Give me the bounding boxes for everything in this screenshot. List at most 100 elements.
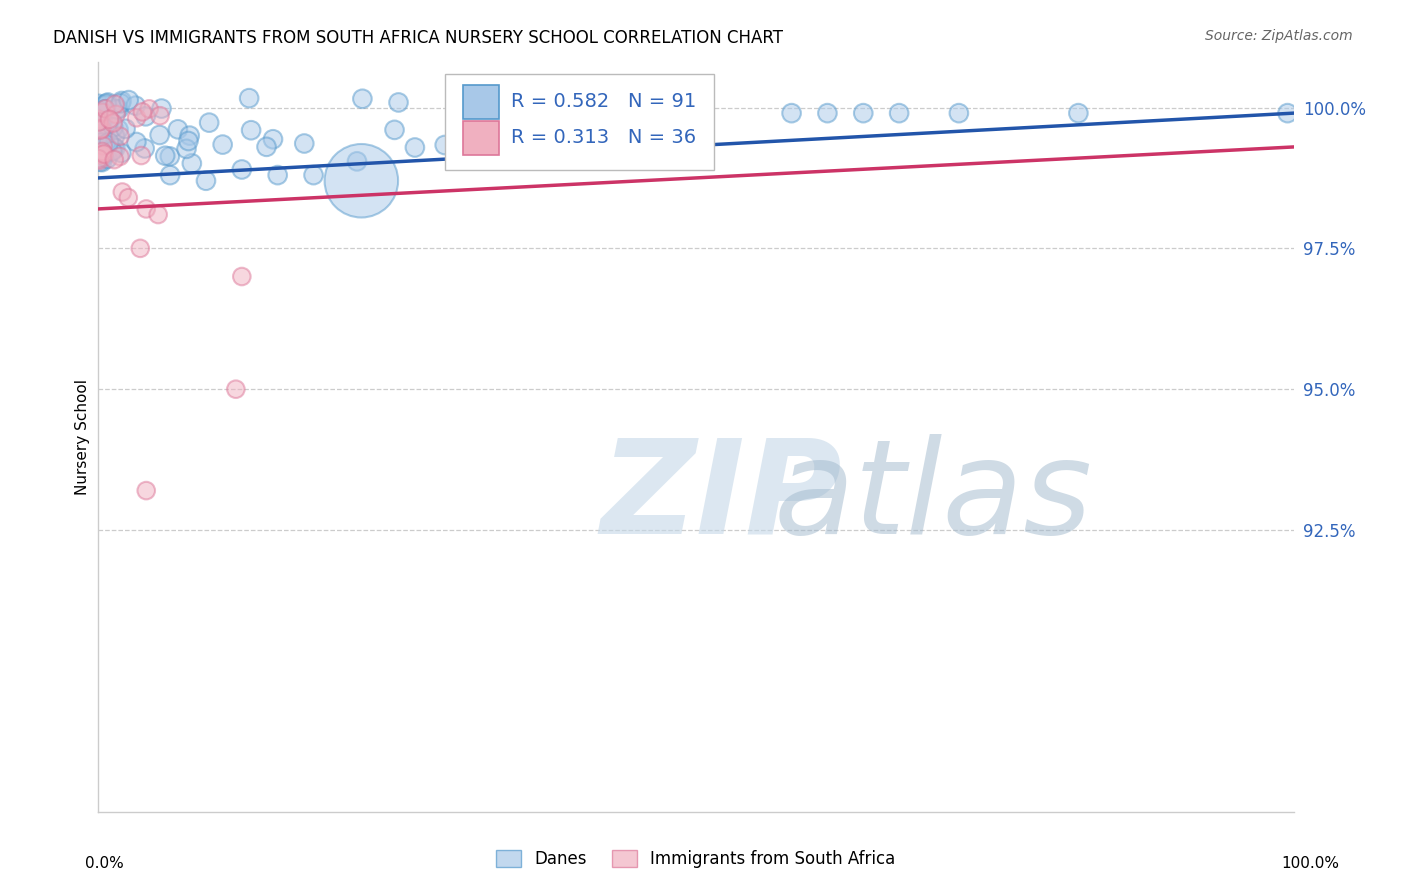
Point	[150, 102, 173, 116]
Point	[889, 106, 911, 120]
Point	[104, 129, 127, 144]
Point	[90, 147, 112, 161]
Point	[104, 97, 127, 112]
Point	[107, 122, 129, 136]
Point	[177, 134, 200, 148]
Point	[180, 156, 202, 170]
Point	[91, 138, 114, 153]
Point	[93, 135, 115, 149]
Text: ZIP: ZIP	[600, 434, 842, 560]
Point	[1277, 106, 1299, 120]
Point	[256, 140, 278, 154]
Text: 100.0%: 100.0%	[1281, 856, 1340, 871]
Point	[97, 95, 120, 110]
Point	[91, 107, 114, 121]
Point	[90, 136, 112, 150]
Point	[89, 105, 111, 120]
Point	[780, 106, 803, 120]
Point	[433, 138, 456, 153]
Point	[91, 155, 114, 169]
Bar	[463, 85, 499, 119]
Point	[135, 202, 157, 216]
Point	[167, 122, 190, 136]
Point	[101, 145, 124, 159]
Point	[129, 148, 152, 162]
Point	[114, 121, 136, 136]
Point	[134, 141, 156, 155]
Point	[89, 128, 111, 142]
Point	[91, 113, 114, 128]
Point	[404, 140, 426, 154]
Point	[108, 129, 131, 144]
Point	[262, 132, 284, 146]
Point	[87, 112, 110, 127]
Text: atlas: atlas	[773, 434, 1092, 560]
Point	[135, 109, 157, 123]
Point	[125, 135, 148, 149]
Legend: Danes, Immigrants from South Africa: Danes, Immigrants from South Africa	[489, 843, 903, 874]
Point	[89, 150, 111, 164]
Point	[103, 120, 125, 135]
Point	[94, 102, 117, 116]
Point	[118, 93, 141, 107]
Bar	[463, 121, 499, 154]
Point	[103, 153, 125, 167]
Point	[149, 109, 172, 123]
Point	[211, 137, 233, 152]
Point	[148, 208, 170, 222]
Point	[90, 121, 112, 136]
Point	[387, 95, 409, 110]
Point	[302, 168, 325, 182]
Point	[352, 92, 374, 106]
Point	[129, 241, 152, 255]
Point	[346, 154, 368, 169]
Point	[292, 136, 315, 151]
Point	[231, 269, 253, 284]
Point	[93, 125, 115, 139]
Point	[176, 142, 198, 156]
Point	[110, 96, 132, 111]
Text: Source: ZipAtlas.com: Source: ZipAtlas.com	[1205, 29, 1353, 43]
Point	[195, 174, 218, 188]
Point	[90, 123, 112, 137]
Point	[91, 114, 114, 128]
Point	[571, 90, 593, 104]
Point	[179, 128, 201, 143]
Point	[94, 105, 117, 120]
Point	[87, 152, 110, 166]
Point	[91, 105, 114, 120]
Point	[98, 136, 121, 150]
Point	[94, 137, 117, 152]
Point	[96, 152, 118, 166]
Point	[89, 104, 111, 119]
Point	[231, 162, 253, 177]
Point	[87, 115, 110, 129]
Point	[110, 145, 132, 160]
Point	[111, 94, 134, 108]
Point	[125, 111, 148, 125]
Point	[89, 153, 111, 167]
Point	[225, 382, 247, 396]
Point	[93, 149, 115, 163]
Point	[149, 128, 172, 142]
Point	[153, 149, 176, 163]
Point	[159, 149, 181, 163]
Point	[93, 147, 115, 161]
Text: R = 0.582   N = 91: R = 0.582 N = 91	[510, 92, 696, 111]
Point	[90, 133, 112, 147]
Point	[159, 168, 181, 182]
Point	[89, 119, 111, 133]
Point	[581, 141, 603, 155]
Point	[560, 124, 582, 138]
Point	[93, 149, 115, 163]
Point	[90, 121, 112, 136]
Point	[87, 96, 110, 111]
Point	[98, 114, 121, 128]
Point	[117, 191, 139, 205]
Text: 0.0%: 0.0%	[84, 856, 124, 871]
Point	[101, 116, 124, 130]
Point	[555, 147, 578, 161]
Point	[108, 149, 131, 163]
Point	[350, 174, 373, 188]
Point	[238, 91, 260, 105]
